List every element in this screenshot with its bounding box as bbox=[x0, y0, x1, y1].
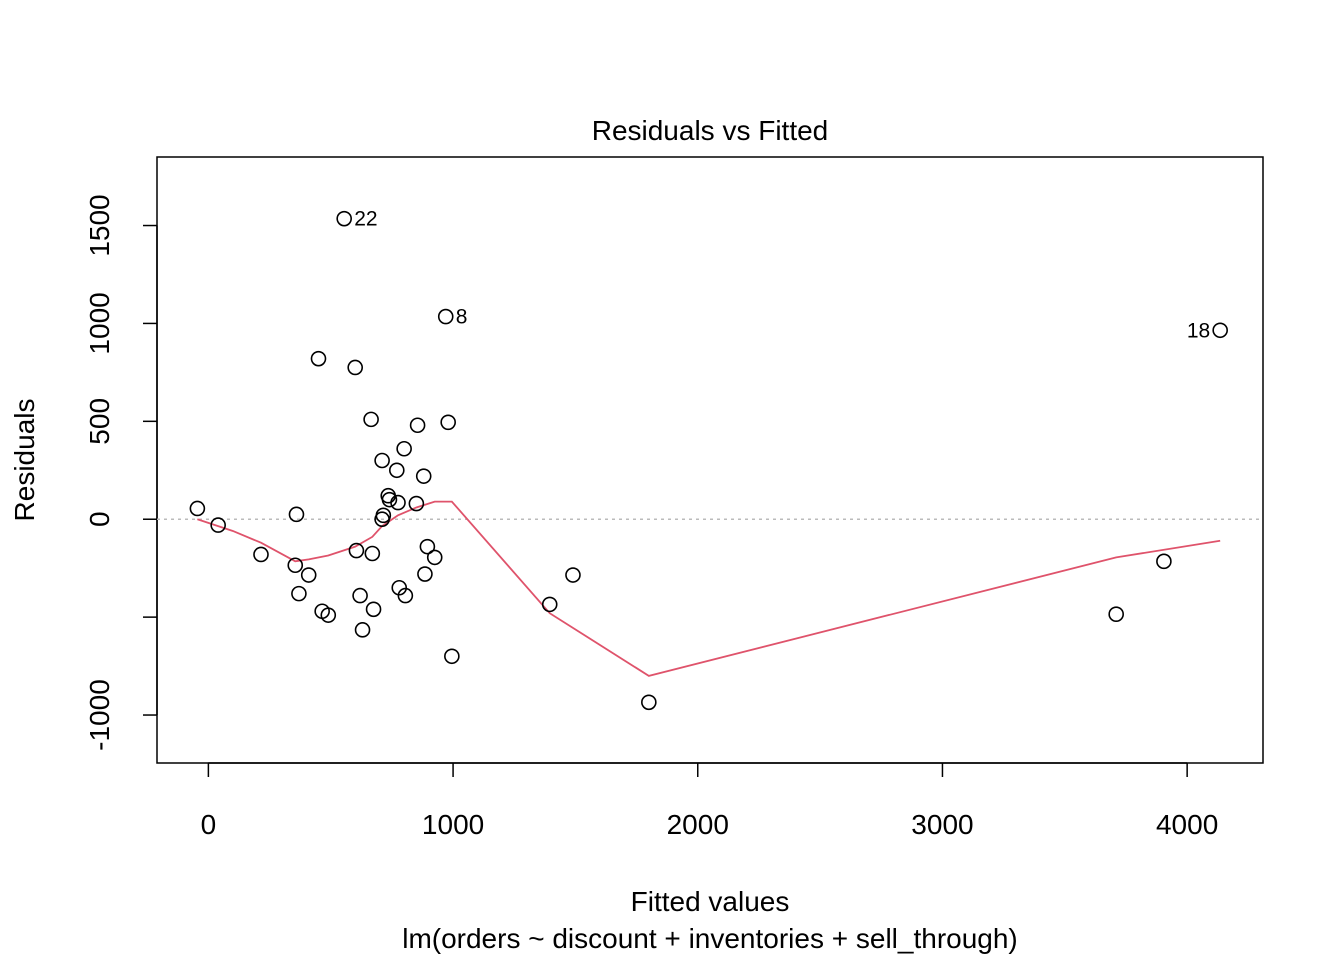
y-tick-label: 1000 bbox=[84, 292, 115, 354]
y-tick-label: -1000 bbox=[84, 679, 115, 751]
data-point bbox=[320, 607, 337, 623]
point-labels: 22 8 18 bbox=[354, 208, 1210, 343]
x-tick-label: 2000 bbox=[667, 809, 729, 840]
data-point bbox=[365, 601, 382, 618]
point-label: 8 bbox=[456, 306, 468, 329]
data-point bbox=[210, 517, 226, 533]
chart-title: Residuals vs Fitted bbox=[592, 115, 829, 146]
data-point bbox=[1108, 606, 1124, 622]
data-point bbox=[375, 507, 392, 524]
data-point bbox=[288, 506, 305, 523]
data-point bbox=[300, 567, 317, 583]
data-point bbox=[347, 359, 363, 376]
data-point bbox=[440, 414, 456, 431]
data-point bbox=[437, 308, 454, 325]
data-point bbox=[388, 462, 405, 479]
data-point bbox=[565, 567, 581, 583]
point-label: 18 bbox=[1187, 319, 1210, 342]
data-point bbox=[417, 566, 433, 582]
data-point bbox=[253, 546, 269, 563]
x-tick-label: 3000 bbox=[911, 809, 973, 840]
x-tick-label: 1000 bbox=[422, 809, 484, 840]
y-axis: -1000 0 500 1000 1500 bbox=[84, 194, 158, 751]
data-point bbox=[444, 648, 460, 665]
data-point bbox=[391, 579, 408, 596]
data-point bbox=[363, 411, 379, 428]
residual-points bbox=[189, 210, 1228, 711]
data-point bbox=[409, 417, 426, 434]
data-point bbox=[310, 350, 327, 367]
data-point bbox=[364, 545, 381, 562]
data-point bbox=[189, 500, 206, 517]
y-tick-label: 0 bbox=[84, 511, 115, 527]
x-tick-label: 0 bbox=[201, 809, 217, 840]
x-axis: 0 1000 2000 3000 4000 bbox=[201, 762, 1218, 840]
data-point bbox=[408, 495, 425, 512]
data-point bbox=[1156, 553, 1172, 570]
data-point bbox=[1212, 322, 1228, 339]
data-point bbox=[396, 440, 412, 457]
data-point bbox=[419, 538, 436, 555]
data-point bbox=[352, 587, 368, 604]
data-point bbox=[415, 468, 432, 484]
data-point bbox=[541, 596, 558, 613]
data-point bbox=[287, 557, 304, 574]
data-point bbox=[390, 494, 406, 511]
data-point bbox=[354, 622, 371, 638]
data-point bbox=[348, 542, 365, 559]
data-point bbox=[381, 491, 398, 508]
data-point bbox=[374, 452, 390, 469]
data-point bbox=[291, 585, 307, 602]
x-tick-label: 4000 bbox=[1156, 809, 1218, 840]
data-point bbox=[426, 549, 443, 566]
point-label: 22 bbox=[354, 208, 377, 231]
model-formula-label: lm(orders ~ discount + inventories + sel… bbox=[402, 923, 1018, 954]
y-tick-label: 1500 bbox=[84, 194, 115, 256]
data-point bbox=[397, 587, 414, 604]
data-point bbox=[336, 210, 352, 227]
y-tick-label: 500 bbox=[84, 398, 115, 445]
x-axis-label: Fitted values bbox=[631, 886, 790, 917]
smoother-line bbox=[197, 500, 1221, 677]
data-point bbox=[641, 694, 657, 711]
y-axis-label: Residuals bbox=[9, 399, 40, 522]
plot-frame bbox=[156, 156, 1264, 764]
